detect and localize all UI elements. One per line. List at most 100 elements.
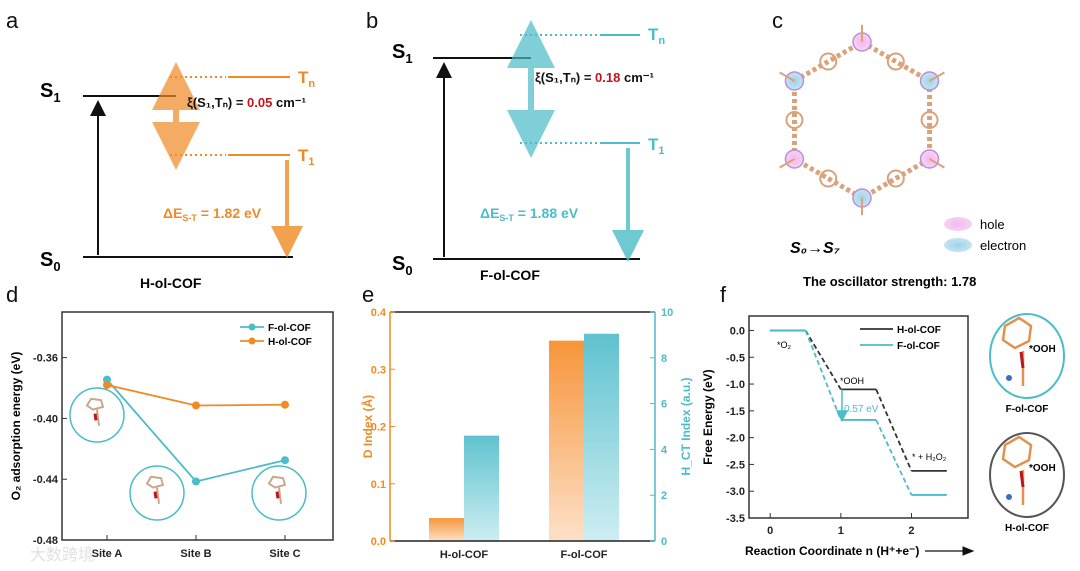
annotation-h2o2: * + H₂O₂ [912,452,947,462]
x-tick-label: 1 [838,525,844,537]
electron-legend-label: electron [980,238,1026,253]
y-tick-label: -0.40 [33,413,58,425]
panel-label-f: f [720,282,727,307]
soc-constant: ξ(S₁,Tₙ) = 0.05 cm⁻¹ [187,95,306,110]
connector [804,330,842,390]
bar-H_CT Index-H-ol-COF [464,435,499,541]
legend-marker [248,337,256,345]
chart-d-hct-index: 0.0 0.1 0.2 0.3 0.4 0 2 4 6 8 10 H-ol-COF F-ol-COF D … [360,307,693,561]
y-tick-label: -0.36 [33,353,58,365]
o2-molecule [93,413,98,421]
bar-D Index-H-ol-COF [429,518,464,541]
watermark: 大数跨境 [30,545,94,564]
side-chain [779,71,795,82]
legend-label: F-ol-COF [268,323,311,334]
panel-c: c hole electron S₀→S₇ The oscillator str… [772,8,1026,289]
right-axis-label: H_CT Index (a.u.) [679,377,693,475]
right-tick-label: 6 [661,399,667,411]
left-tick-label: 0.3 [371,364,386,376]
x-tick-label: Site B [180,548,211,560]
right-tick-label: 2 [661,490,667,502]
hole-legend-label: hole [980,217,1005,232]
x-tick-label: Site A [92,548,123,560]
molecule-ring [85,397,105,411]
x-tick-label: 2 [908,525,914,537]
singlet-triplet-gap: ΔES-T = 1.88 eV [480,205,579,223]
electron-legend-swatch [944,238,972,252]
y-axis-label: Free Energy (eV) [701,369,715,464]
inset-structure [989,432,1065,518]
phenyl-ring [819,52,838,71]
panel-label: b [366,8,378,33]
y-tick-label: -1.0 [726,379,745,391]
phenyl-ring [1001,435,1033,469]
data-point [192,477,200,486]
oscillator-strength: The oscillator strength: 1.78 [803,274,976,289]
nitrogen-atom [1006,494,1012,500]
panel-label-d: d [6,282,18,307]
tn-label: Tn [298,68,315,90]
right-tick-label: 8 [661,353,667,365]
plot-frame [61,311,334,541]
y-tick-label: -1.5 [726,406,745,418]
energy-gap-label: 0.57 eV [844,404,879,415]
panel-a: a S1 S0 Tn T1 ξ(S₁,Tₙ) = 0.05 cm⁻¹ ΔES-T… [6,8,315,291]
transition-label: S₀→S₇ [790,240,841,257]
y-tick-label: -0.44 [33,474,59,486]
phenyl-ring [785,111,804,129]
data-point [103,380,111,389]
phenyl-ring [1001,316,1033,350]
data-point [192,401,200,410]
legend-marker [248,323,256,331]
s1-label: S1 [40,80,61,105]
right-tick-label: 10 [661,307,673,319]
annotation-o2: *O₂ [777,340,792,350]
left-tick-label: 0.0 [371,536,386,548]
right-tick-label: 4 [661,444,668,456]
left-axis-label: D Index (Å) [360,395,375,458]
phenyl-ring [819,169,838,188]
y-tick-label: -2.0 [726,433,745,445]
side-chain [929,158,945,169]
panel-label: c [772,8,783,33]
hole-legend-swatch [944,217,972,231]
series-line-F-ol-COF [106,379,286,483]
o2-molecule [153,491,158,499]
inset-species: *OOH [1029,463,1056,474]
inset-label: F-ol-COF [1006,404,1049,415]
left-tick-label: 0.4 [371,307,387,319]
inset-species: *OOH [1029,344,1056,355]
material-name: F-ol-COF [480,267,540,283]
molecule-bond [96,409,100,426]
panel-b: b S1 S0 Tn T1 ξ(S₁,Tₙ) = 0.18 cm⁻¹ ΔES-T… [366,8,665,283]
ooh-bond [1019,470,1025,488]
t1-label: T1 [648,135,665,157]
material-name: H-ol-COF [140,275,202,291]
y-tick-label: -0.5 [726,352,745,364]
o2-molecule [275,491,280,499]
connector [875,419,913,496]
plot-frame [748,315,969,519]
right-tick-label: 0 [661,536,667,548]
chart-o2-adsorption: -0.36 -0.40 -0.44 -0.48 Site A Site B Site C O₂… [9,311,334,560]
data-point [281,456,289,465]
inset-structure [989,313,1065,399]
panel-label: a [6,8,19,33]
molecule-bond [156,487,160,504]
t1-label: T1 [298,146,315,168]
phenyl-ring [886,169,905,188]
side-chain [779,158,795,169]
x-tick-label: Site C [269,548,300,560]
nitrogen-atom [1006,375,1012,381]
cof-bond [860,156,931,201]
soc-constant: ξ(S₁,Tₙ) = 0.18 cm⁻¹ [535,70,654,85]
legend-label: F-ol-COF [897,341,940,352]
chart-free-energy: 0.0 -0.5 -1.0 -1.5 -2.0 -2.5 -3.0 -3.5 0 1 2 Reacti… [701,313,1065,558]
y-tick-label: -3.5 [726,513,745,525]
phenyl-ring [920,111,939,129]
molecule-bond [278,487,282,504]
molecule-ring [145,475,165,489]
connector [804,330,842,421]
s0-label: S0 [40,249,61,274]
